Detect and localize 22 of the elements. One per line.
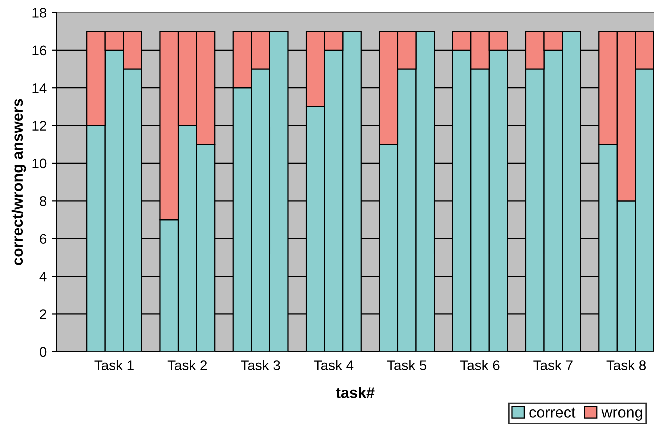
y-tick-label: 12 <box>32 121 46 131</box>
y-axis-title: correct/wrong answers <box>12 99 26 266</box>
y-tick-label: 2 <box>40 310 46 320</box>
y-tick-label: 16 <box>32 46 47 56</box>
y-tick-label: 6 <box>40 234 47 244</box>
x-tick-label: Task 3 <box>241 360 280 370</box>
y-tick-label: 4 <box>40 272 47 282</box>
legend-label: correct <box>530 408 576 418</box>
x-tick-label: Task 6 <box>460 360 500 370</box>
x-tick-label: Task 4 <box>314 360 354 370</box>
x-tick-label: Task 5 <box>387 360 427 370</box>
y-tick-label: 18 <box>32 8 47 18</box>
y-tick-label: 8 <box>40 196 47 206</box>
y-tick-label: 14 <box>32 84 47 94</box>
x-tick-label: Task 7 <box>534 360 573 370</box>
y-tick-label: 10 <box>32 158 47 169</box>
x-tick-label: Task 2 <box>168 360 208 370</box>
x-tick-label: Task 1 <box>94 360 134 370</box>
y-tick-label: 0 <box>40 347 47 358</box>
legend-label: wrong <box>602 410 642 421</box>
x-axis-title: task# <box>336 387 375 398</box>
x-tick-label: Task 8 <box>606 360 646 370</box>
